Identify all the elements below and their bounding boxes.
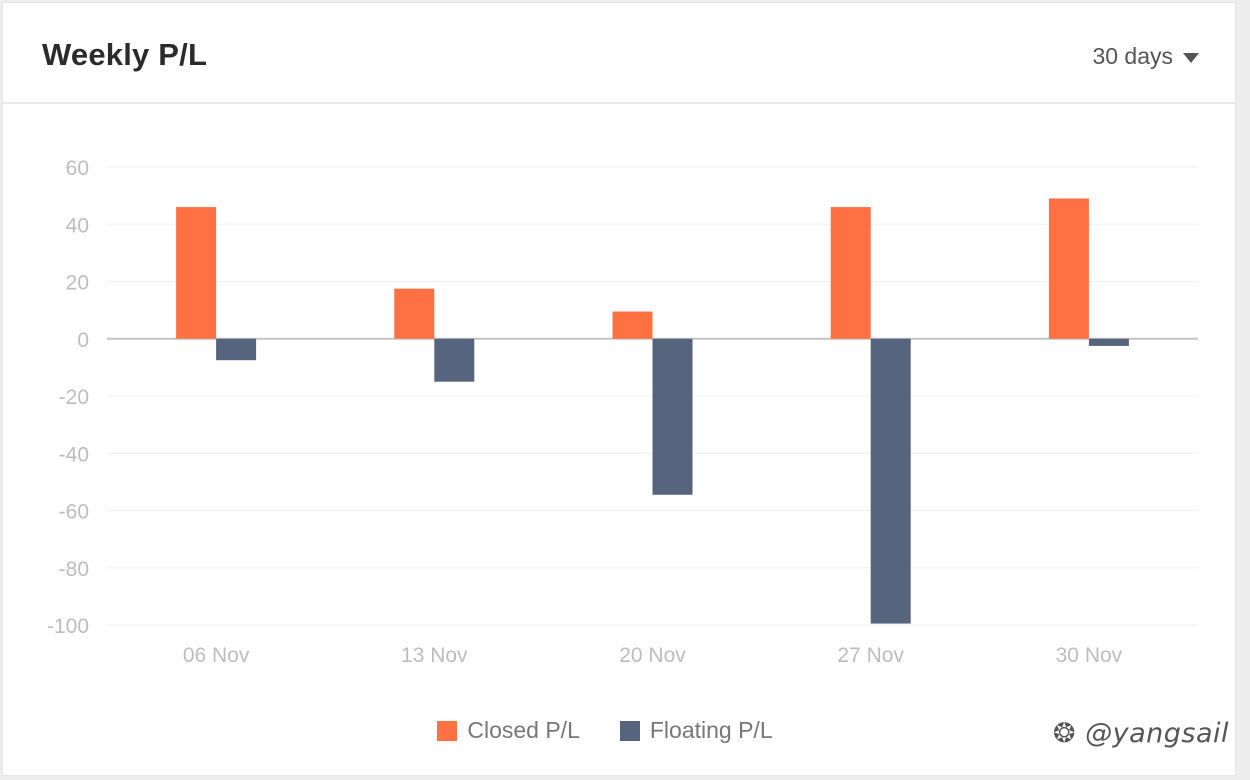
legend-swatch-floating [619,720,640,741]
range-dropdown[interactable]: 30 days [1092,43,1199,70]
y-tick-label: 20 [66,272,89,295]
x-tick-label: 13 Nov [401,644,468,667]
x-tick-label: 30 Nov [1056,644,1123,667]
y-tick-label: -80 [59,558,89,581]
x-tick-label: 27 Nov [837,644,904,667]
legend-label-floating: Floating P/L [649,717,773,743]
floating-pl-bar [434,338,475,382]
y-tick-label: -20 [59,386,89,409]
y-tick-label: 60 [66,157,89,180]
bar-chart: 60 40 20 0 -20 -40 -60 -80 -100 06 Nov 13 Nov 20 No… [47,157,1198,667]
floating-pl-bar [870,338,911,624]
legend-item-floating[interactable]: Floating P/L [619,717,773,744]
closed-pl-bar [830,207,871,339]
x-tick-label: 06 Nov [183,644,250,667]
x-tick-label: 20 Nov [619,644,686,667]
watermark: ❂ @yangsail [1052,718,1229,749]
floating-pl-bar [216,338,257,361]
floating-pl-bar [652,338,693,495]
closed-pl-bar [1048,198,1089,339]
caret-down-icon [1183,52,1199,63]
card-header: Weekly P/L 30 days [3,3,1235,104]
y-tick-label: -40 [59,443,89,466]
closed-pl-bar [612,311,653,339]
legend-item-closed[interactable]: Closed P/L [437,717,580,744]
y-tick-label: -60 [59,501,89,524]
closed-pl-bar [176,207,217,339]
y-tick-label: -100 [47,615,89,638]
y-tick-label: 0 [77,329,89,352]
legend-label-closed: Closed P/L [467,717,580,743]
chart-legend: Closed P/L Floating P/L [3,717,1237,744]
range-dropdown-value: 30 days [1092,43,1173,69]
legend-swatch-closed [437,720,458,741]
closed-pl-bar [394,288,435,339]
weekly-pl-card: Weekly P/L 30 days 60 40 20 0 -20 -40 -60 -80 -1… [2,2,1236,776]
y-tick-label: 40 [66,214,89,237]
floating-pl-bar [1088,338,1129,346]
card-title: Weekly P/L [42,37,208,72]
